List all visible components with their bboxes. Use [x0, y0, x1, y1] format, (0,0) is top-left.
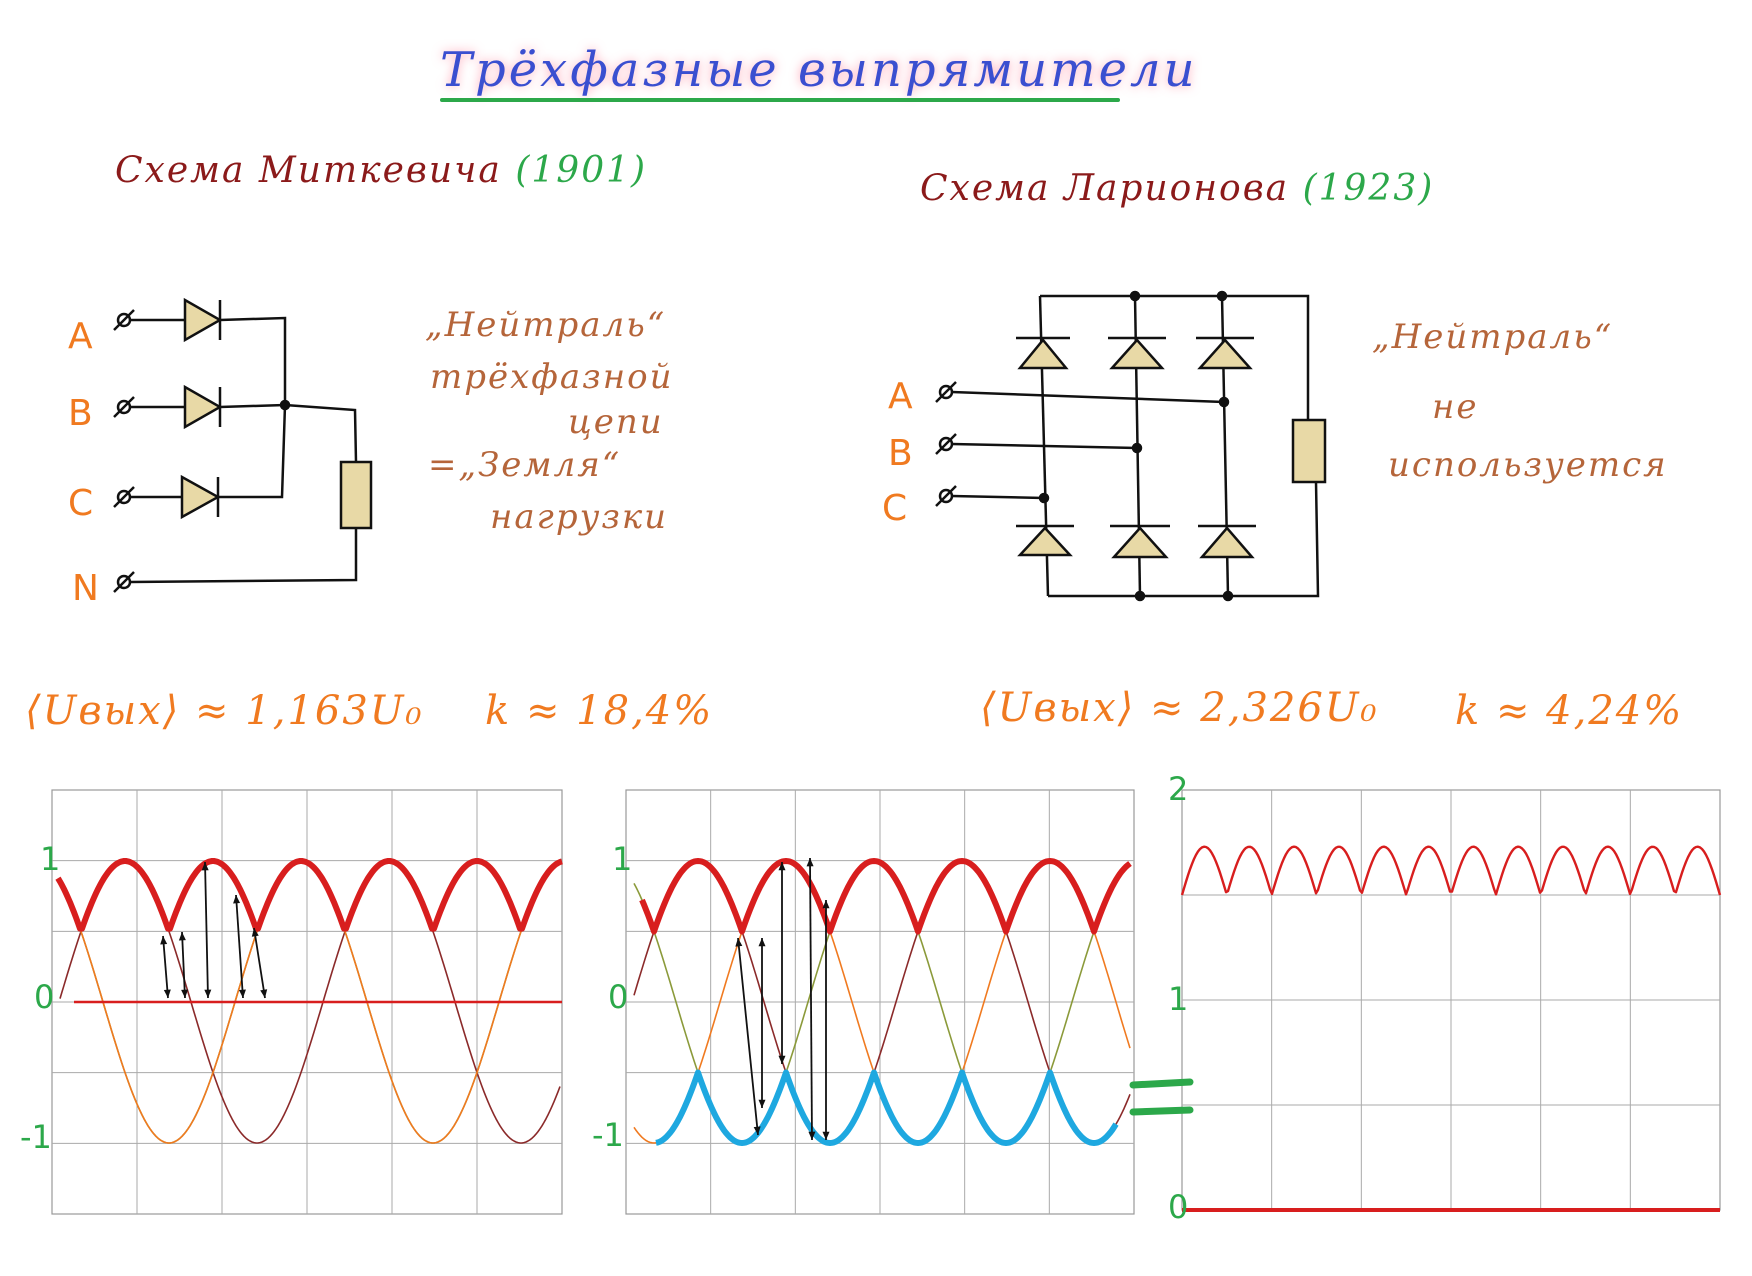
left-phase-c: C — [68, 483, 93, 524]
title-underline — [440, 98, 1120, 102]
left-note-line-5: нагрузки — [490, 497, 669, 537]
left-note-line-2: трёхфазной — [430, 357, 674, 397]
arrow-head — [822, 900, 830, 909]
diode-c-icon — [180, 474, 221, 520]
bridge-diode-2-icon — [1109, 338, 1165, 370]
left-formula: ⟨Uвых⟩ ≈ 1,163U₀ — [25, 688, 424, 734]
bridge-diode-5-icon — [1111, 526, 1169, 559]
mid-tick-1: 1 — [612, 840, 632, 878]
arrow-head — [778, 1055, 786, 1064]
load-resistor-icon — [339, 460, 373, 530]
arrow-head — [808, 1131, 816, 1140]
bridge-diode-4-icon — [1017, 526, 1073, 557]
arrow-head — [181, 989, 189, 998]
left-phase-a: A — [68, 316, 93, 357]
arrow-head — [204, 989, 212, 998]
bridge-load-icon — [1291, 418, 1327, 484]
mid-tick-minus1: -1 — [592, 1116, 624, 1154]
arrow-line — [181, 931, 186, 999]
arrow-head — [233, 895, 241, 904]
left-note-line-1: „Нейтраль“ — [425, 305, 667, 345]
arrow-head — [778, 862, 786, 871]
left-schematic: A B C N — [68, 297, 373, 609]
right-formula: ⟨Uвых⟩ ≈ 2,326U₀ — [980, 685, 1379, 731]
upper-envelope — [639, 858, 1132, 935]
arrow-line — [204, 861, 209, 999]
arrow-line — [737, 937, 759, 1136]
arrow-line — [253, 927, 266, 999]
right-scheme-year: (1923) — [1302, 168, 1435, 209]
arrow-head — [160, 936, 168, 945]
right-scheme-title: Схема Ларионова (1923) — [920, 168, 1434, 209]
left-tick-1: 1 — [40, 840, 60, 878]
rectified-output — [55, 858, 563, 932]
output-ripple — [1180, 845, 1722, 896]
right-phase-c: C — [882, 488, 907, 529]
arrow-head — [806, 858, 814, 867]
arrow-head — [260, 989, 268, 998]
arrow-head — [201, 862, 209, 871]
lower-envelope — [655, 1069, 1119, 1146]
arrow-head — [163, 989, 171, 998]
right-phase-b: B — [888, 433, 913, 474]
left-tick-0: 0 — [34, 978, 54, 1016]
arrow-head — [758, 1099, 766, 1108]
left-ripple: k ≈ 18,4% — [485, 688, 714, 734]
left-phase-n: N — [72, 568, 99, 609]
left-scheme-name: Схема Миткевича — [115, 150, 502, 191]
left-phase-b: B — [68, 393, 93, 434]
left-scheme-title: Схема Миткевича (1901) — [115, 150, 647, 191]
right-schematic: A B C — [882, 290, 1327, 602]
bridge-diode-1-icon — [1017, 338, 1069, 370]
right-note-line-1: „Нейтраль“ — [1372, 317, 1614, 357]
arrow-head — [822, 1131, 830, 1140]
diode-b-icon — [183, 384, 223, 430]
right-phase-a: A — [888, 376, 913, 417]
arrow-line — [162, 935, 169, 999]
arrow-head — [758, 938, 766, 947]
graph-left — [51, 789, 563, 1215]
arrow-head — [753, 1126, 761, 1135]
right-note-line-2: не — [1432, 387, 1479, 427]
right-tick-0: 0 — [1168, 1188, 1188, 1226]
bridge-diode-6-icon — [1199, 526, 1255, 559]
left-scheme-year: (1901) — [515, 150, 648, 191]
arrow-line — [235, 894, 244, 999]
arrow-line — [809, 857, 813, 1141]
right-tick-2: 2 — [1168, 770, 1188, 808]
equals-sign — [1129, 1078, 1194, 1116]
left-note-line-3: цепи — [568, 402, 664, 442]
right-scheme-name: Схема Ларионова — [920, 168, 1290, 209]
mid-tick-0: 0 — [608, 978, 628, 1016]
left-tick-minus1: -1 — [20, 1118, 52, 1156]
diode-a-icon — [183, 297, 223, 343]
right-note-line-3: используется — [1388, 445, 1668, 485]
arrow-head — [735, 938, 743, 947]
bridge-diode-3-icon — [1197, 338, 1253, 370]
arrow-head — [251, 928, 259, 937]
right-ripple: k ≈ 4,24% — [1455, 688, 1684, 734]
left-note-line-4: =„Земля“ — [428, 445, 622, 485]
arrow-head — [178, 932, 186, 941]
graph-right — [1180, 789, 1722, 1212]
graph-mid — [625, 789, 1135, 1215]
right-tick-1: 1 — [1168, 980, 1188, 1018]
arrow-head — [238, 989, 246, 998]
page-title: Трёхфазные выпрямители — [440, 42, 1198, 98]
